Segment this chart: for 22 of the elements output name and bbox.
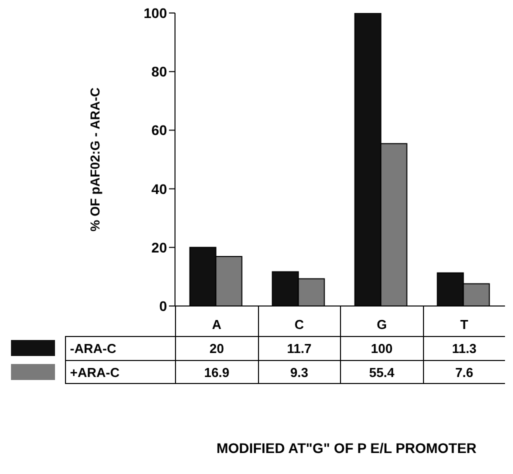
x-tick-label: G — [340, 306, 422, 336]
legend-label: +ARA-C — [65, 360, 175, 384]
data-label: 100 — [340, 336, 422, 360]
y-tick-label: 40 — [151, 180, 168, 197]
data-label: 11.7 — [258, 336, 340, 360]
y-tick-label: 80 — [151, 64, 168, 80]
y-tick-label: 0 — [159, 298, 168, 314]
data-label: 55.4 — [340, 360, 422, 384]
data-label: 7.6 — [422, 360, 505, 384]
y-tick-label: 20 — [151, 239, 168, 256]
x-tick-label: T — [422, 306, 505, 336]
x-tick-label: C — [258, 306, 340, 336]
x-tick-label: A — [175, 306, 258, 336]
data-label: 9.3 — [258, 360, 340, 384]
data-label: 11.3 — [422, 336, 505, 360]
y-tick-label: 60 — [151, 122, 168, 138]
text: MODIFIED AT"G" OF P E/L PROMOTER — [215, 440, 478, 456]
y-axis-title: % OF pAF02:G - ARA-C — [88, 86, 103, 232]
y-tick-label: 100 — [144, 4, 168, 21]
data-label: 16.9 — [175, 360, 258, 384]
legend-label: -ARA-C — [65, 336, 175, 360]
data-label: 20 — [175, 336, 258, 360]
